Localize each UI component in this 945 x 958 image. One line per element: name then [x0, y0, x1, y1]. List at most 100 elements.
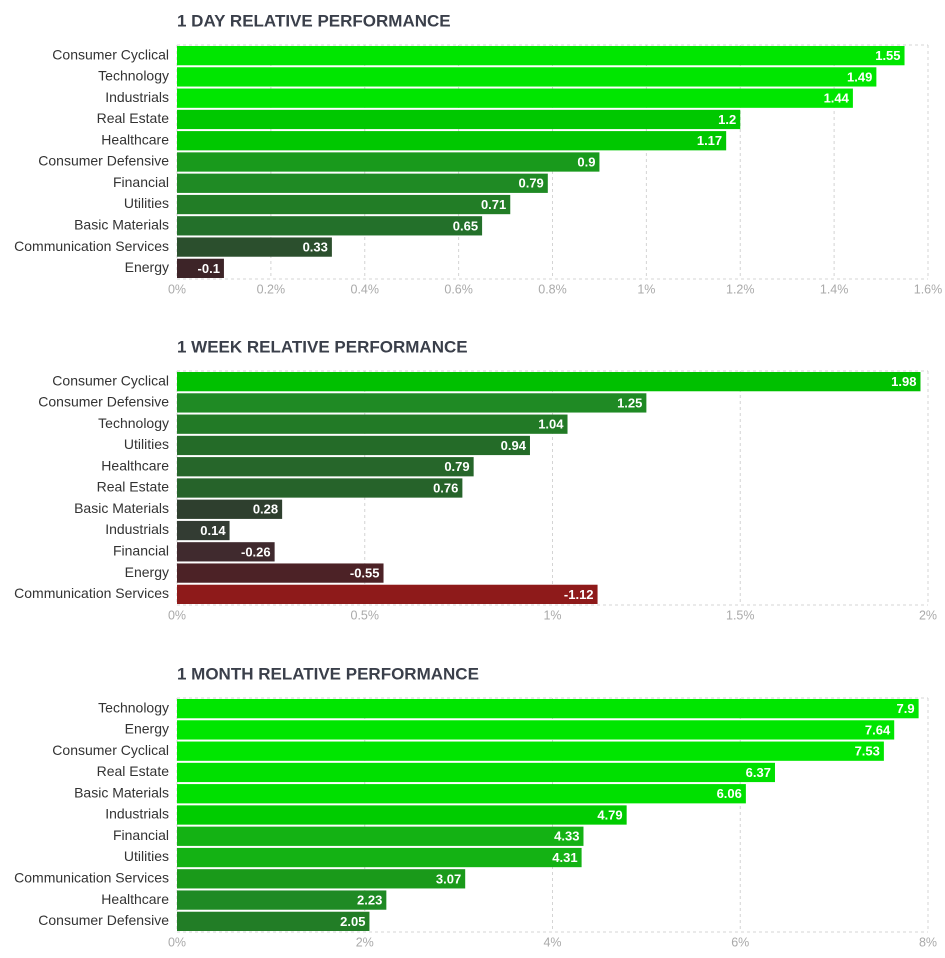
category-label: Real Estate	[97, 110, 170, 126]
x-tick-label: 0%	[168, 282, 186, 296]
x-tick-label: 1.5%	[726, 608, 755, 622]
value-label: 2.23	[357, 893, 382, 908]
value-label: 1.98	[891, 374, 916, 389]
category-label: Utilities	[124, 195, 169, 211]
chart-title: 1 WEEK RELATIVE PERFORMANCE	[177, 337, 468, 356]
x-tick-label: 0%	[168, 608, 186, 622]
value-label: 0.14	[200, 523, 226, 538]
value-label: 2.05	[340, 914, 365, 929]
value-label: 1.17	[697, 133, 722, 148]
category-label: Energy	[125, 721, 169, 737]
bar	[177, 237, 332, 257]
category-label: Basic Materials	[74, 500, 169, 516]
value-label: 1.55	[875, 48, 900, 63]
bar	[177, 435, 530, 456]
category-label: Industrials	[105, 521, 169, 537]
x-tick-label: 1.2%	[726, 282, 755, 296]
value-label: 4.79	[597, 807, 622, 822]
x-tick-label: 1.4%	[820, 282, 849, 296]
bar	[177, 499, 283, 519]
bar	[177, 131, 727, 151]
category-label: Basic Materials	[74, 217, 169, 233]
bar	[177, 258, 224, 278]
x-tick-label: 8%	[919, 935, 937, 949]
bar	[177, 911, 370, 931]
bar	[177, 67, 877, 87]
category-label: Healthcare	[101, 131, 169, 147]
value-label: 0.71	[481, 197, 506, 212]
bar	[177, 741, 884, 761]
bar	[177, 762, 775, 783]
category-label: Communication Services	[14, 238, 169, 254]
category-label: Basic Materials	[74, 784, 169, 800]
value-label: 7.64	[865, 722, 891, 737]
bar	[177, 216, 483, 236]
bar	[177, 478, 463, 498]
bar	[177, 826, 584, 846]
bar	[177, 393, 647, 413]
value-label: 6.37	[746, 765, 771, 780]
category-label: Consumer Defensive	[38, 394, 169, 410]
category-label: Consumer Defensive	[38, 153, 169, 169]
bar	[177, 584, 598, 604]
category-label: Technology	[98, 68, 169, 84]
bar	[177, 457, 474, 477]
bar	[177, 699, 919, 719]
bar	[177, 88, 853, 108]
category-label: Consumer Defensive	[38, 912, 169, 928]
category-label: Healthcare	[101, 891, 169, 907]
category-label: Utilities	[124, 436, 169, 452]
value-label: -0.55	[350, 566, 380, 581]
value-label: -0.26	[241, 544, 271, 559]
bar	[177, 372, 921, 392]
chart-title: 1 MONTH RELATIVE PERFORMANCE	[177, 664, 479, 683]
value-label: 0.9	[577, 154, 595, 169]
bar	[177, 109, 741, 130]
x-tick-label: 0.2%	[257, 282, 286, 296]
bar	[177, 542, 275, 562]
x-tick-label: 2%	[356, 935, 374, 949]
value-label: 7.53	[855, 744, 880, 759]
x-tick-label: 1%	[637, 282, 655, 296]
value-label: 1.49	[847, 69, 872, 84]
value-label: 3.07	[436, 871, 461, 886]
value-label: 0.28	[253, 502, 278, 517]
x-tick-label: 1%	[543, 608, 561, 622]
value-label: 0.65	[453, 218, 478, 233]
x-tick-label: 0.6%	[444, 282, 473, 296]
category-label: Communication Services	[14, 585, 169, 601]
bar	[177, 414, 568, 434]
category-label: Energy	[125, 564, 169, 580]
category-label: Financial	[113, 543, 169, 559]
value-label: 4.31	[552, 850, 577, 865]
bar	[177, 520, 230, 541]
bar	[177, 563, 384, 583]
category-label: Communication Services	[14, 870, 169, 886]
x-tick-label: 6%	[731, 935, 749, 949]
bar	[177, 194, 511, 215]
bar	[177, 805, 627, 825]
value-label: 0.79	[444, 459, 469, 474]
category-label: Technology	[98, 415, 169, 431]
x-tick-label: 0%	[168, 935, 186, 949]
value-label: 7.9	[897, 701, 915, 716]
category-label: Consumer Cyclical	[52, 742, 169, 758]
bar	[177, 46, 905, 66]
category-label: Financial	[113, 827, 169, 843]
category-label: Energy	[125, 259, 169, 275]
value-label: 1.2	[718, 112, 736, 127]
category-label: Consumer Cyclical	[52, 46, 169, 62]
category-label: Real Estate	[97, 479, 170, 495]
value-label: -0.1	[198, 261, 220, 276]
value-label: 0.94	[501, 438, 527, 453]
value-label: 1.25	[617, 395, 642, 410]
value-label: 1.04	[538, 417, 564, 432]
x-tick-label: 1.6%	[914, 282, 943, 296]
value-label: 0.76	[433, 480, 458, 495]
bar	[177, 869, 466, 889]
value-label: 0.33	[303, 240, 328, 255]
x-tick-label: 0.8%	[538, 282, 567, 296]
value-label: 0.79	[518, 176, 543, 191]
bar	[177, 784, 746, 804]
